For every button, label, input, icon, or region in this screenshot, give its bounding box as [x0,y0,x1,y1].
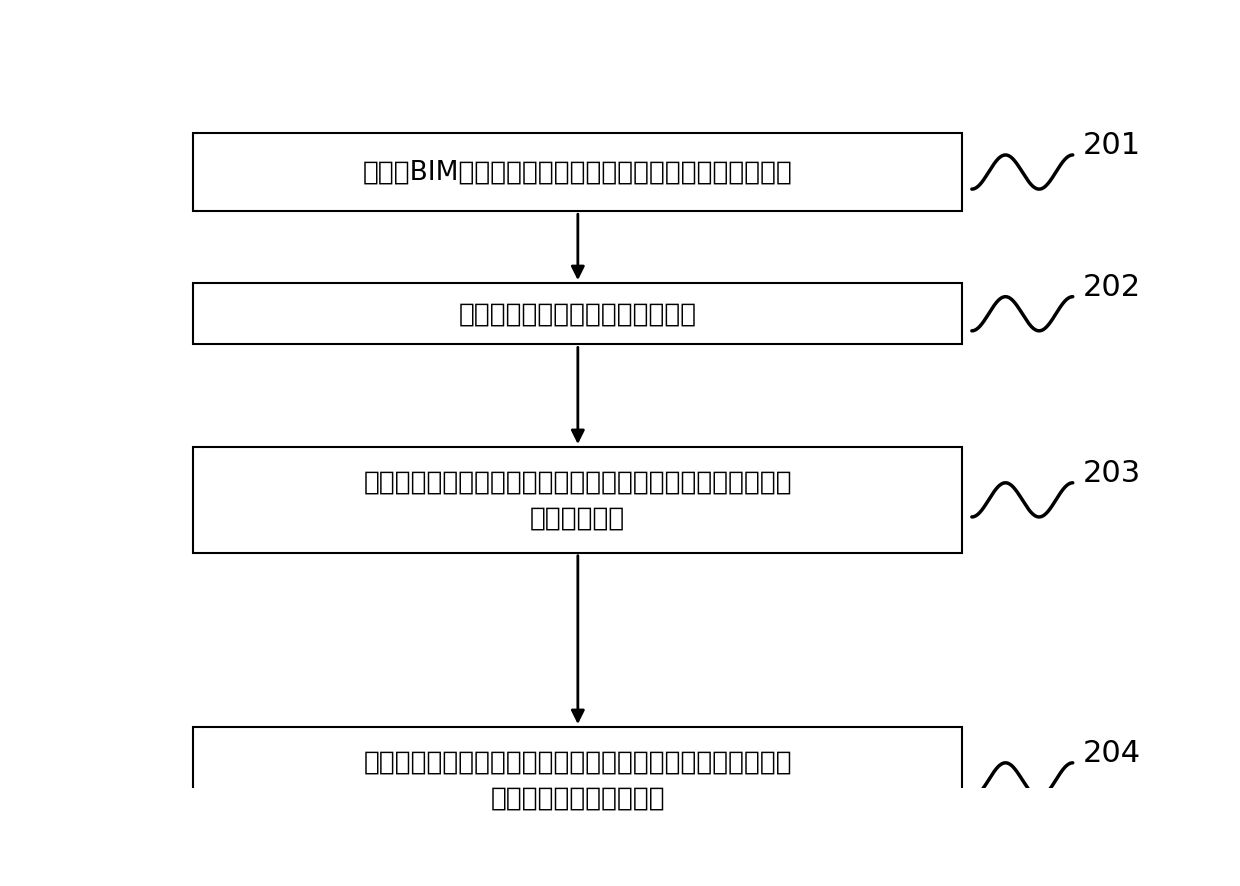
Text: 204: 204 [1083,738,1141,767]
Text: 将所述BIM模型根据数据实例之间的引用关系表达为模型树: 将所述BIM模型根据数据实例之间的引用关系表达为模型树 [363,159,792,186]
Bar [193,134,962,212]
Text: 对所述模型树自底向上进行迭代合并，直至根节点为止，输出
所述参数化几何表达模型: 对所述模型树自底向上进行迭代合并，直至根节点为止，输出 所述参数化几何表达模型 [363,749,792,811]
Bar [193,284,962,345]
Text: 203: 203 [1083,459,1141,487]
Text: 删除重复的所述数据实例，对所述叶子节点的上层节点的引用
关系进行更新: 删除重复的所述数据实例，对所述叶子节点的上层节点的引用 关系进行更新 [363,470,792,532]
Text: 201: 201 [1083,131,1141,160]
Text: 将所述模型树的叶子节点进行合并: 将所述模型树的叶子节点进行合并 [459,301,697,328]
Bar [193,447,962,553]
Text: 202: 202 [1083,273,1141,301]
Bar [193,727,962,833]
